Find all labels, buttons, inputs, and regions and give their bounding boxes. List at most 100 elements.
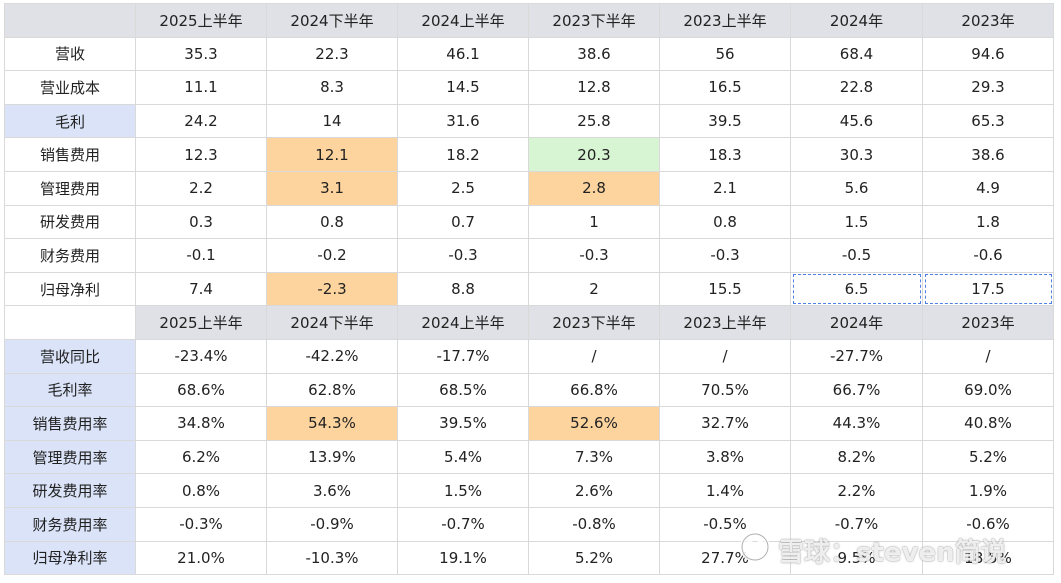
table-cell[interactable]: -17.7% [397,338,529,374]
table-cell[interactable]: -10.3% [266,540,398,576]
row-label[interactable]: 管理费用 [4,170,136,206]
column-header[interactable]: 2025上半年 [135,3,267,38]
table-cell[interactable]: 18.2 [397,137,529,172]
column-header[interactable]: 2024年 [790,3,923,38]
table-cell[interactable]: 2.6% [528,473,660,508]
column-header[interactable]: 2023下半年 [528,3,660,38]
table-cell[interactable]: 0.3 [135,204,267,240]
highlighted-cell[interactable]: 54.3% [266,406,398,441]
table-cell[interactable]: 25.8 [528,103,660,139]
selected-cell[interactable]: 6.5 [790,271,923,307]
table-cell[interactable]: 45.6 [790,103,923,139]
table-cell[interactable]: 2.5 [397,170,529,206]
column-header[interactable]: 2023下半年 [528,305,660,340]
table-cell[interactable]: 38.6 [528,36,660,72]
table-cell[interactable]: 14.5 [397,70,529,105]
highlighted-cell[interactable]: 2.8 [528,170,660,206]
table-cell[interactable]: 3.8% [659,439,791,475]
table-cell[interactable]: 40.8% [922,406,1054,441]
column-header[interactable]: 2024上半年 [397,3,529,38]
table-cell[interactable]: 32.7% [659,406,791,441]
table-cell[interactable]: 2.1 [659,170,791,206]
table-cell[interactable]: -0.3 [397,238,529,273]
table-cell[interactable]: 4.9 [922,170,1054,206]
highlighted-cell[interactable]: 20.3 [528,137,660,172]
row-label[interactable]: 研发费用 [4,204,136,240]
table-cell[interactable]: -0.9% [266,506,398,542]
table-cell[interactable]: 29.3 [922,70,1054,105]
column-header[interactable]: 2024上半年 [397,305,529,340]
table-cell[interactable]: 1.5% [397,473,529,508]
table-cell[interactable]: 18.3 [659,137,791,172]
table-cell[interactable]: 39.5 [659,103,791,139]
table-cell[interactable]: 1.5 [790,204,923,240]
table-cell[interactable]: 46.1 [397,36,529,72]
table-cell[interactable]: 0.7 [397,204,529,240]
table-cell[interactable]: 38.6 [922,137,1054,172]
table-cell[interactable]: -0.3 [659,238,791,273]
table-cell[interactable]: / [659,338,791,374]
table-cell[interactable]: 2.2% [790,473,923,508]
table-cell[interactable]: / [922,338,1054,374]
table-cell[interactable]: 35.3 [135,36,267,72]
table-cell[interactable]: -23.4% [135,338,267,374]
table-cell[interactable]: 27.7% [659,540,791,576]
table-cell[interactable]: 68.4 [790,36,923,72]
table-cell[interactable]: 8.3 [266,70,398,105]
row-label[interactable]: 归母净利率 [4,540,136,576]
table-cell[interactable]: 5.2% [922,439,1054,475]
table-cell[interactable]: 34.8% [135,406,267,441]
table-cell[interactable]: -0.3% [135,506,267,542]
table-cell[interactable]: 66.7% [790,372,923,408]
table-cell[interactable]: 24.2 [135,103,267,139]
row-label[interactable]: 销售费用 [4,137,136,172]
row-label[interactable]: 财务费用率 [4,506,136,542]
table-cell[interactable]: -0.1 [135,238,267,273]
table-cell[interactable]: 0.8 [659,204,791,240]
column-header[interactable]: 2024年 [790,305,923,340]
table-cell[interactable]: 56 [659,36,791,72]
table-cell[interactable]: 13.9% [266,439,398,475]
table-cell[interactable]: 22.8 [790,70,923,105]
row-label[interactable]: 毛利率 [4,372,136,408]
column-header[interactable]: 2023上半年 [659,3,791,38]
table-cell[interactable]: 6.2% [135,439,267,475]
table-cell[interactable]: / [528,338,660,374]
table-cell[interactable]: -27.7% [790,338,923,374]
table-cell[interactable]: -0.5 [790,238,923,273]
column-header[interactable]: 2024下半年 [266,305,398,340]
highlighted-cell[interactable]: -2.3 [266,271,398,307]
table-cell[interactable]: 5.2% [528,540,660,576]
table-cell[interactable]: 1 [528,204,660,240]
row-label[interactable]: 研发费用率 [4,473,136,508]
table-cell[interactable]: 1.9% [922,473,1054,508]
table-cell[interactable]: 12.3 [135,137,267,172]
table-cell[interactable]: -42.2% [266,338,398,374]
table-cell[interactable]: 31.6 [397,103,529,139]
column-header[interactable]: 2023年 [922,3,1054,38]
header-corner-cell[interactable] [4,305,136,340]
table-cell[interactable]: 11.1 [135,70,267,105]
header-corner-cell[interactable] [4,3,136,38]
table-cell[interactable]: 7.4 [135,271,267,307]
table-cell[interactable]: -0.7% [790,506,923,542]
table-cell[interactable]: -0.2 [266,238,398,273]
table-cell[interactable]: 22.3 [266,36,398,72]
table-cell[interactable]: -0.8% [528,506,660,542]
highlighted-cell[interactable]: 3.1 [266,170,398,206]
highlighted-cell[interactable]: 52.6% [528,406,660,441]
row-label[interactable]: 财务费用 [4,238,136,273]
table-cell[interactable]: 19.1% [397,540,529,576]
column-header[interactable]: 2023年 [922,305,1054,340]
table-cell[interactable]: -0.5% [659,506,791,542]
table-cell[interactable]: 8.2% [790,439,923,475]
table-cell[interactable]: 70.5% [659,372,791,408]
table-cell[interactable]: 21.0% [135,540,267,576]
table-cell[interactable]: 12.8 [528,70,660,105]
row-label[interactable]: 营收同比 [4,338,136,374]
table-cell[interactable]: 68.6% [135,372,267,408]
table-cell[interactable]: 0.8 [266,204,398,240]
row-label[interactable]: 营收 [4,36,136,72]
row-label[interactable]: 毛利 [4,103,136,139]
column-header[interactable]: 2025上半年 [135,305,267,340]
